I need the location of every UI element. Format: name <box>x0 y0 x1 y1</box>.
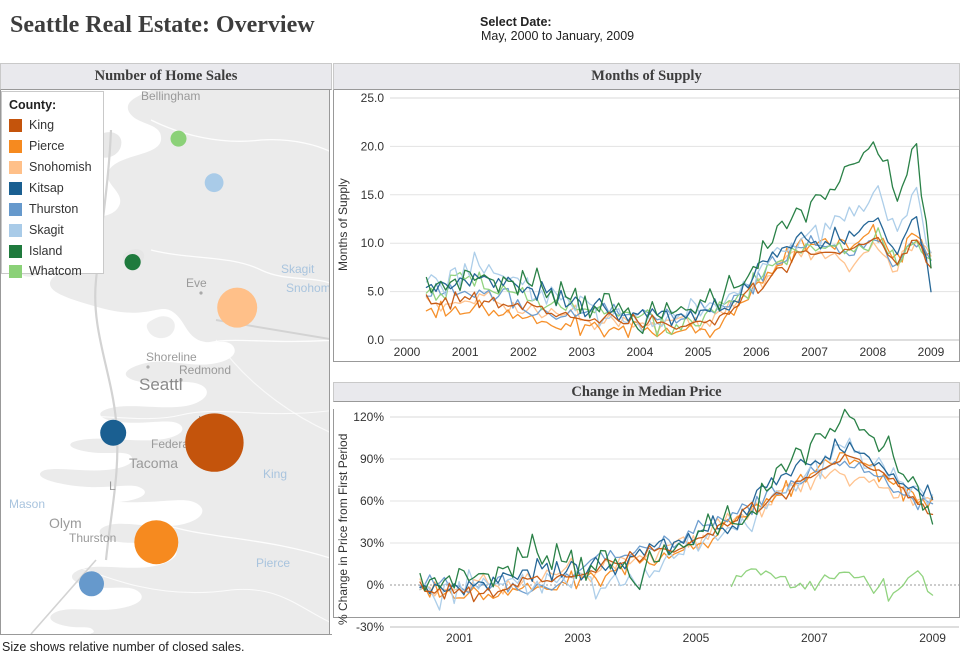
svg-text:5.0: 5.0 <box>367 285 384 299</box>
svg-text:Skagit: Skagit <box>281 262 315 276</box>
svg-text:25.0: 25.0 <box>361 91 385 105</box>
svg-text:2009: 2009 <box>919 631 946 645</box>
svg-text:King: King <box>263 467 287 481</box>
svg-text:0.0: 0.0 <box>367 333 384 347</box>
svg-text:-30%: -30% <box>356 620 384 634</box>
svg-text:30%: 30% <box>360 536 384 550</box>
svg-text:60%: 60% <box>360 494 384 508</box>
svg-text:2001: 2001 <box>452 345 479 359</box>
svg-text:2002: 2002 <box>510 345 537 359</box>
svg-text:Thurston: Thurston <box>69 531 116 545</box>
svg-text:2007: 2007 <box>801 345 828 359</box>
svg-text:2005: 2005 <box>683 631 710 645</box>
svg-text:Shoreline: Shoreline <box>146 350 197 364</box>
svg-text:Bellingham: Bellingham <box>141 90 200 103</box>
svg-text:0%: 0% <box>367 578 385 592</box>
svg-text:Snohomis: Snohomis <box>286 281 330 295</box>
svg-text:Eve: Eve <box>186 276 207 290</box>
svg-text:120%: 120% <box>353 410 384 424</box>
svg-text:2000: 2000 <box>394 345 421 359</box>
svg-text:Tacoma: Tacoma <box>129 455 178 471</box>
svg-text:Olym: Olym <box>49 515 82 531</box>
svg-text:2008: 2008 <box>859 345 886 359</box>
svg-text:Redmond: Redmond <box>179 363 231 377</box>
svg-text:Mason: Mason <box>9 497 45 511</box>
svg-text:Seattl: Seattl <box>139 375 182 394</box>
svg-text:2007: 2007 <box>801 631 828 645</box>
svg-text:2003: 2003 <box>564 631 591 645</box>
svg-text:2005: 2005 <box>685 345 712 359</box>
svg-text:L: L <box>109 479 116 493</box>
svg-text:2006: 2006 <box>743 345 770 359</box>
svg-text:2004: 2004 <box>627 345 654 359</box>
svg-text:2003: 2003 <box>568 345 595 359</box>
svg-text:20.0: 20.0 <box>361 139 385 153</box>
svg-text:2001: 2001 <box>446 631 473 645</box>
svg-text:10.0: 10.0 <box>361 236 385 250</box>
svg-text:15.0: 15.0 <box>361 188 385 202</box>
svg-text:Pierce: Pierce <box>256 556 290 570</box>
svg-text:90%: 90% <box>360 452 384 466</box>
svg-text:2009: 2009 <box>918 345 945 359</box>
